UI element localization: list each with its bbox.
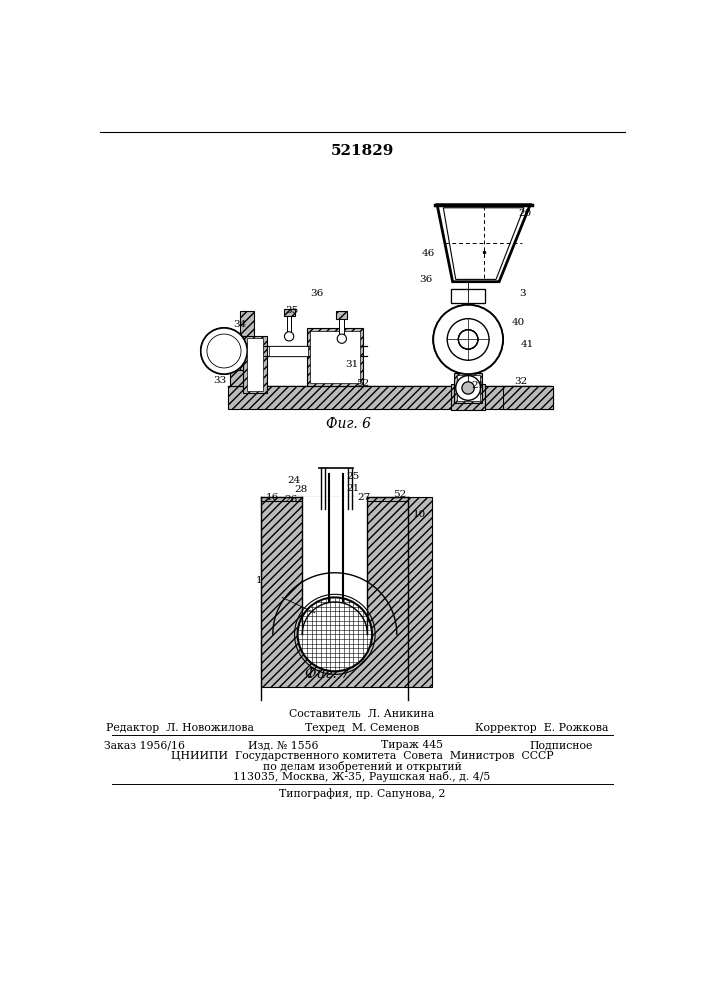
Polygon shape — [437, 205, 530, 282]
Circle shape — [433, 305, 503, 374]
Bar — [451, 289, 485, 303]
Bar — [287, 316, 291, 333]
Text: Фиг. 6: Фиг. 6 — [325, 417, 370, 431]
Text: 32: 32 — [514, 377, 527, 386]
Bar — [243, 336, 267, 393]
Circle shape — [458, 330, 478, 349]
Text: 21: 21 — [347, 484, 360, 493]
Text: 34: 34 — [233, 320, 247, 329]
Circle shape — [456, 376, 481, 400]
Bar — [337, 311, 347, 319]
Text: Подписное: Подписное — [530, 740, 592, 750]
Polygon shape — [443, 208, 524, 279]
Text: 10: 10 — [413, 510, 426, 519]
Bar — [284, 309, 295, 316]
Text: Составитель  Л. Аникина: Составитель Л. Аникина — [289, 709, 435, 719]
Circle shape — [448, 319, 489, 360]
Bar — [230, 370, 266, 386]
Text: 113035, Москва, Ж-35, Раушская наб., д. 4/5: 113035, Москва, Ж-35, Раушская наб., д. … — [233, 771, 491, 782]
Text: Изд. № 1556: Изд. № 1556 — [248, 740, 319, 750]
Text: 35: 35 — [286, 306, 299, 315]
Text: 46: 46 — [421, 249, 434, 258]
Text: 40: 40 — [512, 318, 525, 327]
Text: 21: 21 — [472, 381, 485, 390]
Text: Фиг. 7: Фиг. 7 — [305, 667, 349, 681]
Bar — [457, 375, 480, 401]
Circle shape — [462, 382, 474, 394]
Text: 31: 31 — [345, 360, 358, 369]
Circle shape — [433, 305, 503, 374]
Text: 41: 41 — [521, 340, 534, 349]
Bar — [247, 338, 263, 391]
Text: 27: 27 — [358, 493, 371, 502]
Text: 26: 26 — [284, 495, 297, 504]
Text: 52: 52 — [356, 379, 369, 388]
Text: 36: 36 — [419, 275, 432, 284]
Text: 36: 36 — [310, 289, 324, 298]
Text: 52: 52 — [393, 490, 407, 499]
Text: Редактор  Л. Новожилова: Редактор Л. Новожилова — [106, 723, 254, 733]
Text: 1: 1 — [255, 576, 262, 585]
Circle shape — [207, 334, 241, 368]
Text: 16: 16 — [265, 493, 279, 502]
Bar — [454, 373, 482, 403]
Circle shape — [298, 597, 372, 671]
Circle shape — [284, 332, 293, 341]
Text: 20: 20 — [518, 209, 532, 218]
Bar — [503, 386, 554, 409]
Bar — [339, 319, 344, 336]
Bar — [261, 497, 432, 687]
Bar — [247, 346, 368, 356]
Text: 3: 3 — [519, 289, 526, 298]
Text: 24: 24 — [287, 476, 300, 485]
Bar — [307, 328, 363, 386]
Bar — [303, 497, 368, 634]
Bar — [228, 386, 507, 409]
Text: 28: 28 — [294, 485, 308, 494]
Text: 25: 25 — [347, 472, 360, 481]
Text: Техред  М. Семенов: Техред М. Семенов — [305, 723, 419, 733]
Text: Тираж 445: Тираж 445 — [381, 740, 443, 750]
Text: по делам изобретений и открытий: по делам изобретений и открытий — [262, 761, 462, 772]
Circle shape — [201, 328, 247, 374]
Text: 33: 33 — [214, 376, 227, 385]
Circle shape — [201, 328, 247, 374]
Bar — [451, 289, 485, 303]
Bar — [240, 311, 255, 386]
Circle shape — [458, 330, 478, 349]
Text: 521829: 521829 — [330, 144, 394, 158]
Bar — [310, 331, 360, 383]
Bar — [451, 384, 485, 410]
Bar — [269, 346, 308, 356]
Text: ЦНИИПИ  Государственного комитета  Совета  Министров  СССР: ЦНИИПИ Государственного комитета Совета … — [170, 751, 554, 761]
Wedge shape — [303, 602, 368, 634]
Text: Заказ 1956/16: Заказ 1956/16 — [104, 740, 185, 750]
Circle shape — [337, 334, 346, 343]
Text: Корректор  Е. Рожкова: Корректор Е. Рожкова — [475, 723, 609, 733]
Bar — [507, 386, 554, 409]
Text: Типография, пр. Сапунова, 2: Типография, пр. Сапунова, 2 — [279, 788, 445, 799]
Circle shape — [216, 343, 232, 359]
